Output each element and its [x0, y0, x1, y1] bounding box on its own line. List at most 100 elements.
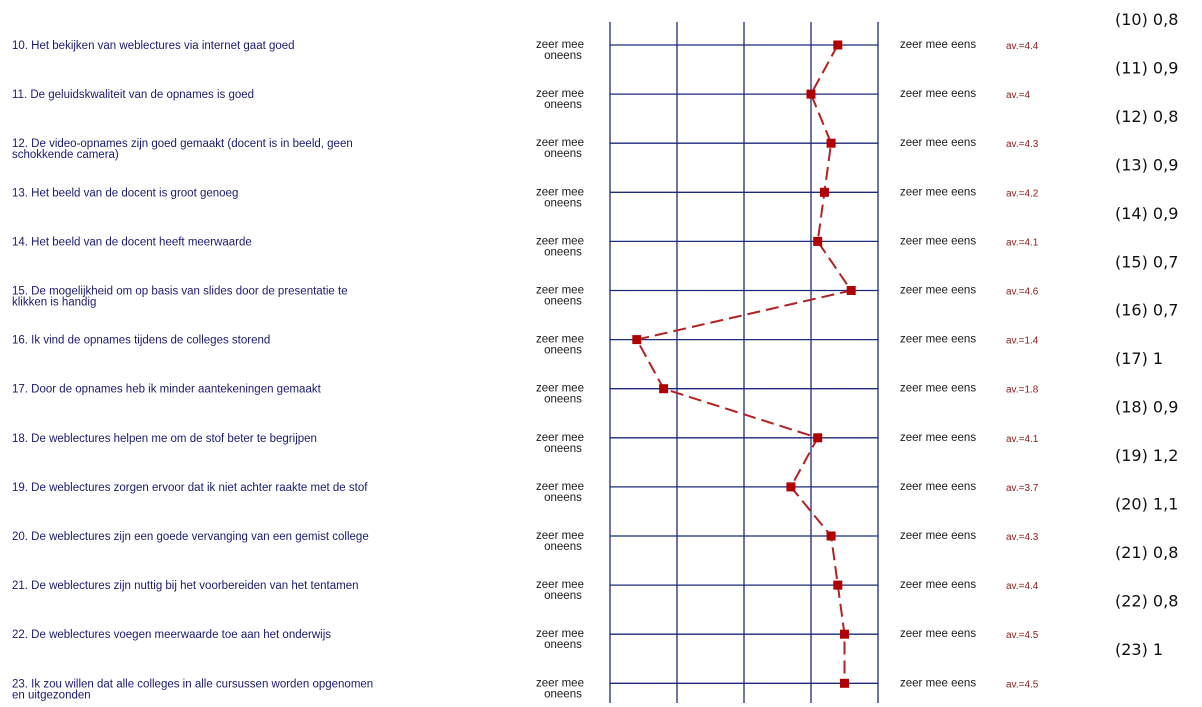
- scale-left-label: oneens: [544, 688, 582, 700]
- average-point: [833, 40, 843, 50]
- scale-right-label: zeer mee eens: [900, 677, 976, 689]
- average-point: [846, 286, 856, 295]
- sd-label: (19) 1,2: [1115, 446, 1178, 465]
- average-label: av.=4.1: [1006, 434, 1039, 445]
- average-label: av.=1.4: [1006, 336, 1039, 347]
- sd-label: (20) 1,1: [1115, 495, 1178, 514]
- scale-right-label: zeer mee eens: [900, 579, 976, 591]
- average-label: av.=1.8: [1006, 385, 1039, 396]
- scale-right-label: zeer mee eens: [900, 285, 976, 297]
- average-label: av.=4: [1006, 90, 1030, 101]
- question-label: 18. De weblectures helpen me om de stof …: [12, 433, 317, 445]
- question-label: 20. De weblectures zijn een goede vervan…: [12, 531, 369, 543]
- scale-left-label: zeer mee: [536, 530, 584, 542]
- scale-left-label: oneens: [544, 50, 582, 62]
- sd-label: (12) 0,8: [1115, 107, 1178, 126]
- scale-left-label: oneens: [544, 443, 582, 455]
- scale-left-label: zeer mee: [536, 481, 584, 493]
- scale-right-label: zeer mee eens: [900, 39, 976, 51]
- sd-label: (17) 1: [1115, 349, 1163, 368]
- scale-left-label: oneens: [544, 590, 582, 602]
- average-label: av.=4.5: [1006, 630, 1039, 641]
- question-label: schokkende camera): [12, 149, 119, 161]
- average-point: [833, 580, 843, 590]
- scale-left-label: zeer mee: [536, 39, 584, 51]
- average-point: [826, 531, 836, 541]
- sd-label: (14) 0,9: [1115, 204, 1178, 223]
- scale-left-label: oneens: [544, 492, 582, 504]
- average-label: av.=4.5: [1006, 679, 1039, 690]
- scale-left-label: zeer mee: [536, 383, 584, 395]
- question-label: 16. Ik vind de opnames tijdens de colleg…: [12, 335, 270, 347]
- scale-left-label: zeer mee: [536, 334, 584, 346]
- average-line: [635, 44, 853, 684]
- scale-left-label: oneens: [544, 296, 582, 308]
- average-point: [840, 678, 849, 688]
- sd-label: (11) 0,9: [1115, 58, 1178, 77]
- sd-label: (15) 0,7: [1115, 252, 1178, 271]
- scale-right-label: zeer mee eens: [900, 530, 976, 542]
- question-label: 14. Het beeld van de docent heeft meerwa…: [12, 236, 252, 248]
- sd-label: (16) 0,7: [1115, 301, 1178, 320]
- scale-left-label: oneens: [544, 541, 582, 553]
- average-label: av.=4.4: [1006, 581, 1039, 592]
- average-label: av.=4.4: [1006, 41, 1039, 52]
- average-point: [632, 335, 642, 345]
- scale-left-label: zeer mee: [536, 137, 584, 149]
- sd-label: (22) 0,8: [1115, 591, 1178, 610]
- scale-left-label: oneens: [544, 345, 582, 357]
- scale-right-label: zeer mee eens: [900, 235, 976, 247]
- question-label: 23. Ik zou willen dat alle colleges in a…: [12, 678, 373, 690]
- sd-label: (13) 0,9: [1115, 155, 1178, 174]
- question-label: 10. Het bekijken van weblectures via int…: [12, 40, 295, 52]
- scale-left-label: oneens: [544, 148, 582, 160]
- average-point: [840, 629, 849, 639]
- question-label: 19. De weblectures zorgen ervoor dat ik …: [12, 482, 368, 494]
- average-point: [826, 138, 836, 148]
- average-point: [659, 384, 669, 394]
- scale-left-label: zeer mee: [536, 235, 584, 247]
- average-label: av.=4.2: [1006, 188, 1039, 199]
- scale-left-label: zeer mee: [536, 579, 584, 591]
- average-label: av.=3.7: [1006, 483, 1039, 494]
- average-label: av.=4.3: [1006, 139, 1039, 150]
- scale-right-label: zeer mee eens: [900, 334, 976, 346]
- sd-label: (10) 0,8: [1115, 10, 1178, 29]
- scale-left-label: oneens: [544, 394, 582, 406]
- scale-left-label: oneens: [544, 246, 582, 258]
- average-point: [813, 236, 823, 246]
- scale-right-label: zeer mee eens: [900, 88, 976, 100]
- question-label: 11. De geluidskwaliteit van de opnames i…: [12, 89, 254, 101]
- question-label: 13. Het beeld van de docent is groot gen…: [12, 187, 238, 199]
- average-point: [813, 433, 823, 443]
- scale-left-label: zeer mee: [536, 285, 584, 297]
- scale-left-label: zeer mee: [536, 186, 584, 198]
- scale-right-label: zeer mee eens: [900, 628, 976, 640]
- scale-left-label: oneens: [544, 197, 582, 209]
- sd-label: (21) 0,8: [1115, 543, 1178, 562]
- sd-label: (23) 1: [1115, 640, 1163, 659]
- scale-right-label: zeer mee eens: [900, 137, 976, 149]
- sd-label: (18) 0,9: [1115, 398, 1178, 417]
- average-label: av.=4.6: [1006, 287, 1039, 298]
- scale-left-label: zeer mee: [536, 628, 584, 640]
- question-label: en uitgezonden: [12, 689, 91, 701]
- scale-left-label: oneens: [544, 639, 582, 651]
- scale-right-label: zeer mee eens: [900, 186, 976, 198]
- scale-right-label: zeer mee eens: [900, 383, 976, 395]
- scale-left-label: oneens: [544, 99, 582, 111]
- question-label: klikken is handig: [12, 297, 96, 309]
- average-label: av.=4.3: [1006, 532, 1039, 543]
- average-point: [819, 187, 829, 197]
- scale-left-label: zeer mee: [536, 677, 584, 689]
- average-point: [806, 89, 816, 99]
- question-label: 21. De weblectures zijn nuttig bij het v…: [12, 580, 359, 592]
- average-label: av.=4.1: [1006, 237, 1039, 248]
- question-label: 17. Door de opnames heb ik minder aantek…: [12, 384, 322, 396]
- question-label: 12. De video-opnames zijn goed gemaakt (…: [12, 138, 353, 150]
- question-label: 15. De mogelijkheid om op basis van slid…: [12, 286, 348, 298]
- question-label: 22. De weblectures voegen meerwaarde toe…: [12, 629, 331, 641]
- scale-left-label: zeer mee: [536, 88, 584, 100]
- scale-right-label: zeer mee eens: [900, 481, 976, 493]
